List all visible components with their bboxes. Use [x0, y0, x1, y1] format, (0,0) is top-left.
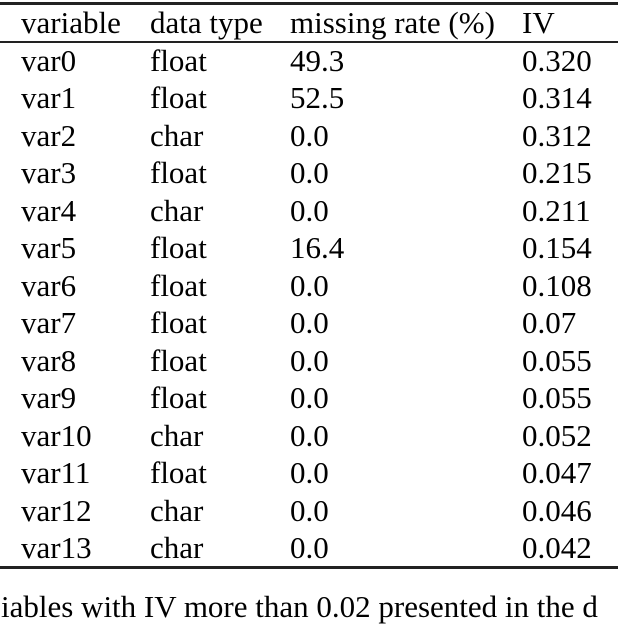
cell-iv: 0.046	[522, 492, 592, 528]
cell-data-type: float	[150, 43, 207, 79]
table-row: var6 float 0.0 0.108	[0, 267, 618, 305]
cell-iv: 0.055	[522, 380, 592, 416]
variable-iv-table: variable data type missing rate (%) IV v…	[0, 2, 618, 569]
cell-variable: var7	[21, 305, 77, 341]
cell-missing-rate: 0.0	[290, 267, 329, 303]
header-row: variable data type missing rate (%) IV	[0, 4, 618, 42]
cell-iv: 0.211	[522, 192, 591, 228]
cell-iv: 0.320	[522, 43, 592, 79]
table-row: var8 float 0.0 0.055	[0, 342, 618, 380]
cell-variable: var3	[21, 155, 77, 191]
table-row: var9 float 0.0 0.055	[0, 380, 618, 418]
cell-data-type: float	[150, 267, 207, 303]
cell-missing-rate: 0.0	[290, 192, 329, 228]
cell-variable: var0	[21, 43, 77, 79]
column-header-data-type: data type	[150, 5, 263, 40]
table-row: var5 float 16.4 0.154	[0, 230, 618, 268]
cell-data-type: float	[150, 380, 207, 416]
cell-iv: 0.047	[522, 455, 592, 491]
cell-missing-rate: 0.0	[290, 455, 329, 491]
cell-missing-rate: 0.0	[290, 492, 329, 528]
cell-variable: var10	[21, 417, 92, 453]
cell-data-type: char	[150, 192, 204, 228]
cell-iv: 0.07	[522, 305, 577, 341]
cell-missing-rate: 0.0	[290, 529, 329, 565]
cell-variable: var11	[21, 455, 91, 491]
table-row: var11 float 0.0 0.047	[0, 455, 618, 493]
cell-missing-rate: 0.0	[290, 417, 329, 453]
cell-iv: 0.312	[522, 117, 592, 153]
cell-variable: var1	[21, 80, 77, 116]
cell-data-type: float	[150, 305, 207, 341]
cell-missing-rate: 52.5	[290, 80, 345, 116]
cell-data-type: char	[150, 529, 204, 565]
cell-missing-rate: 0.0	[290, 342, 329, 378]
cell-data-type: float	[150, 155, 207, 191]
table-row: var10 char 0.0 0.052	[0, 417, 618, 455]
cell-iv: 0.108	[522, 267, 592, 303]
table-row: var0 float 49.3 0.320	[0, 42, 618, 80]
cell-missing-rate: 16.4	[290, 230, 345, 266]
column-header-variable: variable	[21, 5, 121, 40]
cell-data-type: char	[150, 492, 204, 528]
column-header-iv: IV	[522, 5, 555, 40]
cell-data-type: float	[150, 455, 207, 491]
caption-text-fragment: iables with IV more than 0.02 presented …	[1, 589, 598, 624]
table-row: var3 float 0.0 0.215	[0, 155, 618, 193]
table-row: var1 float 52.5 0.314	[0, 80, 618, 118]
cell-iv: 0.314	[522, 80, 592, 116]
cell-missing-rate: 0.0	[290, 305, 329, 341]
cell-missing-rate: 0.0	[290, 117, 329, 153]
cell-variable: var12	[21, 492, 92, 528]
table-row: var4 char 0.0 0.211	[0, 192, 618, 230]
cell-data-type: float	[150, 80, 207, 116]
table-row: var13 char 0.0 0.042	[0, 530, 618, 568]
table-row: var7 float 0.0 0.07	[0, 305, 618, 343]
cell-data-type: float	[150, 230, 207, 266]
cell-data-type: char	[150, 117, 204, 153]
column-header-missing-rate: missing rate (%)	[290, 5, 495, 40]
table-row: var12 char 0.0 0.046	[0, 492, 618, 530]
cell-variable: var4	[21, 192, 77, 228]
cell-missing-rate: 0.0	[290, 155, 329, 191]
cell-variable: var9	[21, 380, 77, 416]
table-row: var2 char 0.0 0.312	[0, 117, 618, 155]
table-body: var0 float 49.3 0.320 var1 float 52.5 0.314 var2…	[0, 42, 618, 567]
cell-missing-rate: 0.0	[290, 380, 329, 416]
cell-data-type: float	[150, 342, 207, 378]
cell-iv: 0.052	[522, 417, 592, 453]
cell-variable: var13	[21, 529, 92, 565]
cell-variable: var8	[21, 342, 77, 378]
cell-data-type: char	[150, 417, 204, 453]
cell-variable: var5	[21, 230, 77, 266]
cell-missing-rate: 49.3	[290, 43, 345, 79]
cell-iv: 0.154	[522, 230, 592, 266]
cell-iv: 0.215	[522, 155, 592, 191]
cell-iv: 0.055	[522, 342, 592, 378]
cell-variable: var6	[21, 267, 77, 303]
cell-variable: var2	[21, 117, 77, 153]
cell-iv: 0.042	[522, 529, 592, 565]
